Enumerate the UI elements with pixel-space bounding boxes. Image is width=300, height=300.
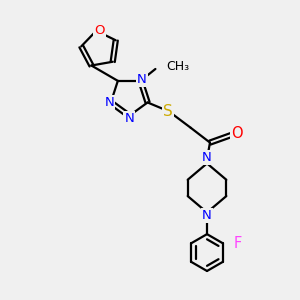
Text: N: N — [202, 209, 212, 222]
Text: O: O — [94, 24, 104, 37]
Text: S: S — [164, 104, 173, 119]
Text: CH₃: CH₃ — [166, 59, 189, 73]
Text: O: O — [232, 126, 243, 141]
Text: N: N — [137, 73, 147, 86]
Text: F: F — [233, 236, 242, 251]
Text: N: N — [104, 96, 114, 109]
Text: N: N — [124, 112, 134, 125]
Text: N: N — [202, 151, 212, 164]
